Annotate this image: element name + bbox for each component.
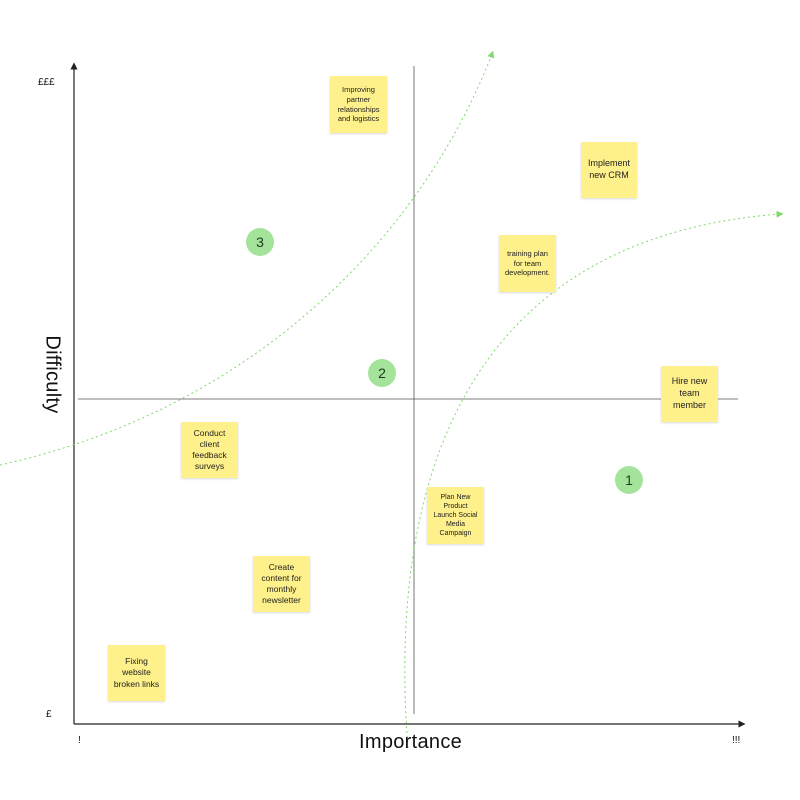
sticky-note-implement-crm[interactable]: Implement new CRM (581, 142, 637, 198)
sticky-note-text: Improving partner relationships and logi… (337, 85, 380, 124)
sticky-note-text: training plan for team development. (504, 248, 551, 278)
x-max-label: !!! (732, 735, 741, 746)
y-max-label: £££ (38, 77, 55, 88)
x-axis-title: Importance (359, 731, 463, 753)
sticky-note-training-plan[interactable]: training plan for team development. (499, 235, 556, 292)
sticky-note-partner-relationships[interactable]: Improving partner relationships and logi… (330, 76, 387, 133)
sticky-note-text: Hire new team member (671, 376, 708, 410)
sticky-note-text: Conduct client feedback surveys (192, 427, 227, 472)
y-min-label: £ (46, 709, 52, 720)
sticky-note-text: Implement new CRM (587, 158, 631, 180)
sticky-note-monthly-newsletter[interactable]: Create content for monthly newsletter (253, 556, 310, 612)
marker-3[interactable]: 3 (246, 228, 274, 256)
sticky-note-broken-links[interactable]: Fixing website broken links (108, 645, 165, 701)
sticky-note-text: Fixing website broken links (113, 656, 160, 689)
curve-lower (0, 50, 494, 466)
sticky-note-client-feedback[interactable]: Conduct client feedback surveys (181, 422, 238, 478)
sticky-note-text: Plan New Product Launch Social Media Cam… (433, 493, 478, 538)
sticky-note-product-launch[interactable]: Plan New Product Launch Social Media Cam… (427, 487, 484, 544)
marker-1[interactable]: 1 (615, 466, 643, 494)
sticky-note-hire-team-member[interactable]: Hire new team member (661, 366, 718, 422)
x-min-label: ! (78, 735, 81, 746)
marker-2[interactable]: 2 (368, 359, 396, 387)
curve-upper (404, 210, 784, 749)
sticky-note-text: Create content for monthly newsletter (261, 561, 302, 606)
y-axis-title: Difficulty (41, 335, 64, 414)
